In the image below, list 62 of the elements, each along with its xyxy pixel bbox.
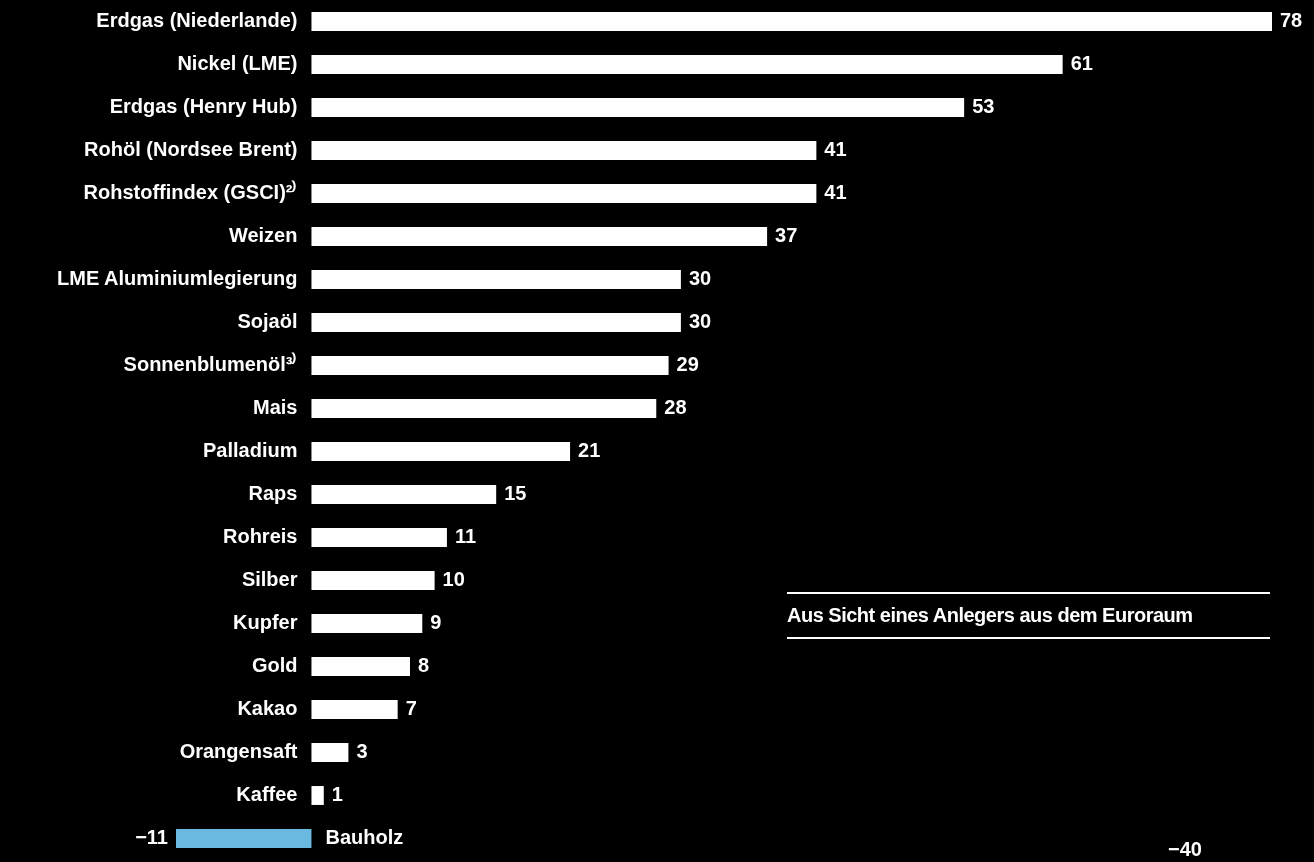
y-tick-label: Mais: [252, 396, 298, 419]
bar: [311, 614, 423, 633]
bar: [311, 743, 349, 762]
bar: [311, 184, 817, 203]
data-label: 78: [1280, 9, 1303, 32]
data-label: 10: [442, 568, 465, 591]
y-tick-label: Erdgas (Niederlande): [96, 9, 298, 32]
y-tick-label: Nickel (LME): [177, 52, 298, 75]
bar: [311, 442, 571, 461]
y-tick-label: Raps: [248, 482, 298, 505]
y-tick-label: LME Aluminiumlegierung: [57, 267, 298, 290]
bar: [311, 528, 447, 547]
bar: [311, 485, 497, 504]
bar: [311, 786, 324, 805]
data-label: 30: [688, 267, 712, 290]
data-label: 3: [356, 740, 368, 763]
data-label: −11: [135, 826, 168, 849]
data-label: 7: [405, 697, 417, 720]
y-tick-label: Kakao: [237, 697, 298, 720]
bar: [311, 571, 435, 590]
annotation: Aus Sicht eines Anlegers aus dem Euroraum: [787, 592, 1270, 639]
bar: [311, 313, 681, 332]
y-tick-label: Erdgas (Henry Hub): [109, 95, 298, 118]
data-label: 53: [972, 95, 995, 118]
bar: [311, 227, 768, 246]
data-label: 30: [688, 310, 712, 333]
y-tick-label: Weizen: [228, 224, 298, 247]
bar: [311, 399, 657, 418]
y-tick-label: Silber: [241, 568, 298, 591]
annotation: −40: [1168, 838, 1202, 861]
bar: [311, 141, 817, 160]
bar: [311, 657, 410, 676]
y-tick-label: Bauholz: [325, 826, 404, 849]
bar: [311, 55, 1063, 74]
data-label: 41: [824, 138, 847, 161]
data-label: 15: [504, 482, 527, 505]
y-tick-label: Sonnenblumenöl³⁾: [123, 352, 298, 376]
data-label: 11: [454, 525, 477, 548]
y-tick-label: Rohstoffindex (GSCI)²⁾: [83, 180, 298, 204]
data-label: 1: [331, 783, 343, 806]
bar: [311, 12, 1272, 31]
data-label: 29: [676, 353, 699, 376]
data-label: 41: [824, 181, 847, 204]
y-tick-label: Kupfer: [233, 611, 298, 634]
y-tick-label: Gold: [251, 654, 298, 677]
data-label: 37: [775, 224, 798, 247]
bar: [311, 356, 669, 375]
y-tick-label: Palladium: [202, 439, 298, 462]
data-label: 9: [430, 611, 442, 634]
bar: [311, 270, 681, 289]
bar: [176, 829, 312, 848]
y-tick-label: Sojaöl: [237, 310, 298, 333]
bar: [311, 700, 398, 719]
y-tick-label: Orangensaft: [179, 740, 298, 763]
bar: [311, 98, 965, 117]
data-label: 61: [1070, 52, 1093, 75]
y-tick-label: Kaffee: [236, 783, 298, 806]
y-tick-label: Rohöl (Nordsee Brent): [84, 138, 298, 161]
data-label: 28: [664, 396, 687, 419]
y-tick-label: Rohreis: [222, 525, 298, 548]
data-label: 8: [417, 654, 430, 677]
data-label: 21: [578, 439, 601, 462]
